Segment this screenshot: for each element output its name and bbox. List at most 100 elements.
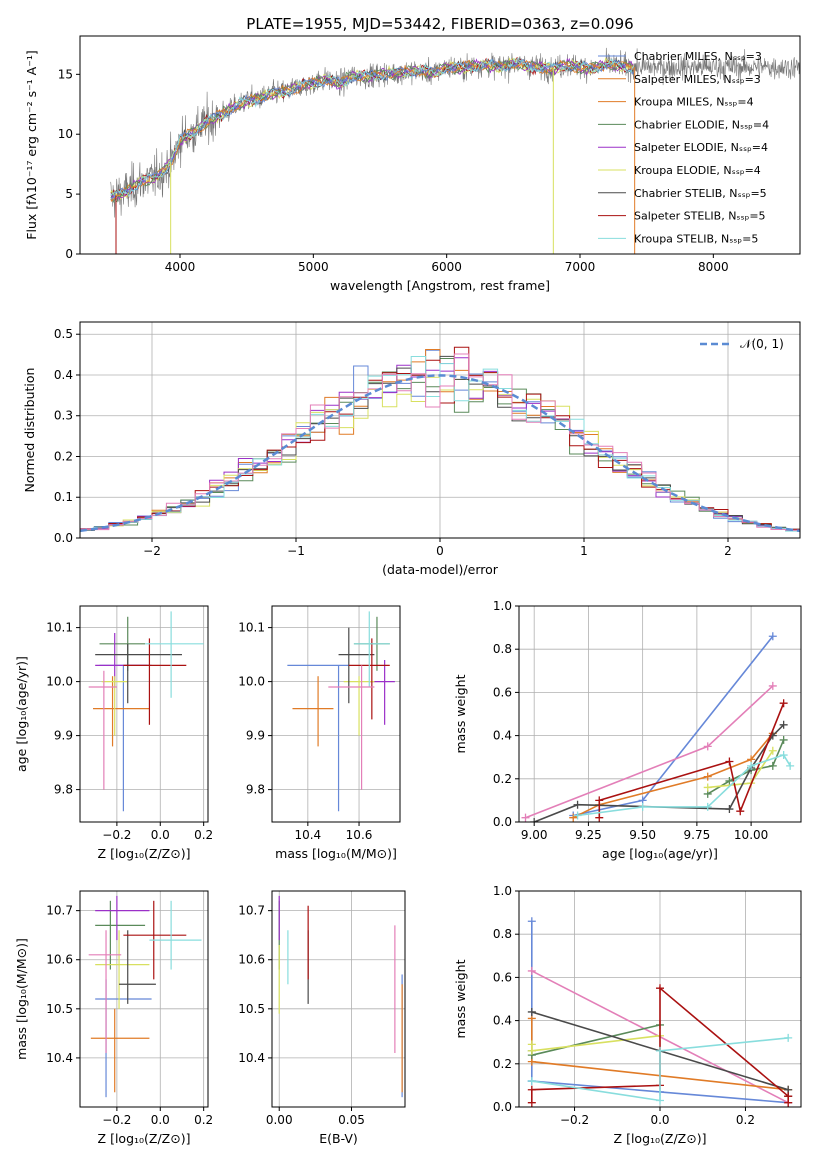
x-tick-label: 6000 xyxy=(431,260,462,274)
legend-entry: Salpeter MILES, Nₛₛₚ=3 xyxy=(634,73,761,86)
weight-series-marker xyxy=(573,811,582,820)
weight-series-marker xyxy=(527,917,536,926)
y-tick-label: 5 xyxy=(65,187,73,201)
y-tick-label: 10.6 xyxy=(46,953,73,967)
y-tick-label: 10.5 xyxy=(46,1002,73,1016)
chart-age-vs-Z: −0.2 0.0 0.2 9.8 9.9 10.0 10.1 Z [log₁₀(Z/Z⊙)] a… xyxy=(14,605,213,861)
error-point xyxy=(328,665,375,790)
y-tick-label: 1.0 xyxy=(493,884,512,898)
weight-series-marker xyxy=(703,772,712,781)
gaussian-curve xyxy=(80,374,800,533)
legend: 𝒩(0, 1) xyxy=(700,337,784,351)
x-tick-label: 0.2 xyxy=(736,1113,755,1127)
y-axis-label: Normed distribution xyxy=(22,368,37,493)
plot-area xyxy=(88,895,202,1098)
x-tick-label: 2 xyxy=(724,544,732,558)
legend-entry: Salpeter STELIB, Nₛₛₚ=5 xyxy=(634,210,766,223)
axes: 9.00 9.25 9.50 9.75 10.00 0.0 0.2 0.4 0.6 0.8 1.0 a… xyxy=(453,599,802,861)
y-tick-label: 10.7 xyxy=(46,904,73,918)
axes-frame xyxy=(79,890,209,1108)
axes: −0.2 0.0 0.2 10.4 10.5 10.6 10.7 Z [log₁₀(Z/Z⊙)… xyxy=(14,890,213,1146)
weight-series-marker xyxy=(527,1098,536,1107)
weight-series-marker xyxy=(779,735,788,744)
y-tick-label: 9.8 xyxy=(54,783,73,797)
weight-series-marker xyxy=(527,1046,536,1055)
y-tick-label: 10.0 xyxy=(46,675,73,689)
weight-series-marker xyxy=(656,984,664,993)
x-tick-label: 10.6 xyxy=(346,828,373,842)
y-tick-label: 15 xyxy=(58,67,73,81)
error-point xyxy=(95,643,182,704)
x-tick-label: 0 xyxy=(436,544,444,558)
x-axis-label: age [log₁₀(age/yr)] xyxy=(602,846,718,861)
legend-entry: Kroupa STELIB, Nₛₛₚ=5 xyxy=(634,232,758,245)
error-point xyxy=(292,676,334,747)
weight-series-marker xyxy=(736,807,745,816)
weight-series-marker xyxy=(768,746,777,755)
weight-series-marker xyxy=(703,742,712,751)
model-spectrum-line xyxy=(110,58,634,199)
y-tick-label: 0.0 xyxy=(493,1100,512,1114)
y-tick-label: 0.8 xyxy=(493,642,512,656)
x-tick-label: −0.2 xyxy=(560,1113,589,1127)
y-tick-label: 10.5 xyxy=(238,1002,265,1016)
y-tick-label: 0.0 xyxy=(54,531,73,545)
x-tick-label: 10.00 xyxy=(734,828,768,842)
weight-series-marker xyxy=(779,751,788,760)
x-tick-label: 4000 xyxy=(165,260,196,274)
error-point xyxy=(95,900,146,970)
y-axis-label: age [log₁₀(age/yr)] xyxy=(14,656,29,772)
x-tick-label: 9.75 xyxy=(684,828,711,842)
x-tick-label: 0.0 xyxy=(650,1113,669,1127)
model-spectrum-line xyxy=(110,59,634,204)
legend-entry: Kroupa MILES, Nₛₛₚ=4 xyxy=(634,96,754,109)
y-tick-label: 9.9 xyxy=(246,729,265,743)
y-tick-label: 0.3 xyxy=(54,409,73,423)
weight-series-marker xyxy=(595,813,604,822)
axes-frame xyxy=(518,605,802,823)
y-tick-label: 10.0 xyxy=(238,675,265,689)
error-point xyxy=(149,900,202,970)
y-tick-label: 10.7 xyxy=(238,904,265,918)
legend-entry: Chabrier MILES, Nₛₛₚ=3 xyxy=(634,50,762,63)
y-tick-label: 10 xyxy=(58,127,73,141)
weight-series-marker xyxy=(573,800,582,809)
axes: 4000 5000 6000 7000 8000 0 5 10 15 wavelength [An… xyxy=(24,35,801,293)
weight-series-marker xyxy=(595,796,604,805)
error-point xyxy=(101,676,128,736)
histogram-step xyxy=(80,353,800,531)
axes: −2 −1 0 1 2 0.0 0.1 0.2 0.3 0.4 0.5 (data-model)/er… xyxy=(22,321,801,577)
y-tick-label: 0.4 xyxy=(493,1014,512,1028)
y-tick-label: 0.2 xyxy=(493,1057,512,1071)
legend-entry: Chabrier STELIB, Nₛₛₚ=5 xyxy=(634,187,767,200)
x-tick-label: 9.25 xyxy=(575,828,602,842)
y-tick-label: 10.4 xyxy=(46,1051,73,1065)
axes-frame xyxy=(79,605,209,823)
x-tick-label: 8000 xyxy=(698,260,729,274)
plot-area xyxy=(80,346,800,533)
x-tick-label: 0.2 xyxy=(194,1113,213,1127)
x-tick-label: −0.2 xyxy=(102,828,131,842)
error-point xyxy=(95,895,150,941)
y-tick-label: 0.6 xyxy=(493,970,512,984)
plot-area xyxy=(527,917,793,1107)
plot-area xyxy=(278,895,403,1098)
axes: −0.2 0.0 0.2 0.0 0.2 0.4 0.6 0.8 1.0 Z [log₁₀(Z/Z… xyxy=(453,884,802,1146)
error-point xyxy=(93,676,150,747)
weight-series-marker xyxy=(779,720,788,729)
error-point xyxy=(90,1008,150,1093)
x-tick-label: 0.00 xyxy=(266,1113,293,1127)
weight-series-marker xyxy=(725,776,734,785)
y-tick-label: 0.5 xyxy=(54,327,73,341)
axes: −0.2 0.0 0.2 9.8 9.9 10.0 10.1 Z [log₁₀(Z/Z⊙)] a… xyxy=(14,605,213,861)
weight-series-marker xyxy=(703,802,712,811)
x-tick-label: 7000 xyxy=(565,260,596,274)
weight-series-marker xyxy=(768,761,777,770)
axes-frame xyxy=(271,605,401,823)
error-point xyxy=(88,670,117,790)
legend-entry: Salpeter ELODIE, Nₛₛₚ=4 xyxy=(634,141,768,154)
weight-series-marker xyxy=(725,757,734,766)
axes: 10.4 10.6 9.8 9.9 10.0 10.1 mass [log₁₀(M/M⊙)] xyxy=(238,605,401,861)
